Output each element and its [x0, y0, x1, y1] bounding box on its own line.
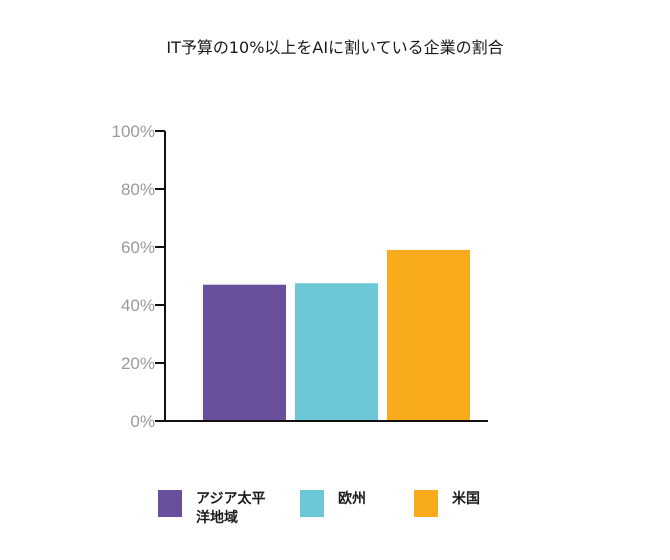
y-tick-label: 100% — [112, 122, 155, 141]
bars — [203, 249, 470, 421]
chart-title: IT予算の10%以上をAIに割いている企業の割合 — [166, 38, 504, 57]
bar-chart: 0% 20% 40% 60% 80% 100% — [112, 122, 488, 431]
legend-label-asia-pacific: アジア太平洋地域 — [196, 491, 266, 526]
legend-label-europe: 欧州 — [338, 491, 366, 507]
y-tick-label: 20% — [121, 354, 155, 373]
legend-label-us: 米国 — [452, 491, 480, 507]
bar — [203, 284, 286, 421]
y-tick-label: 80% — [121, 180, 155, 199]
legend-item-europe: 欧州 — [300, 490, 366, 517]
legend-item-us: 米国 — [414, 490, 480, 517]
y-tick-label: 60% — [121, 238, 155, 257]
legend-swatch-europe — [300, 490, 324, 517]
y-tick-label: 40% — [121, 296, 155, 315]
legend-swatch-asia-pacific — [158, 490, 182, 517]
legend-swatch-us — [414, 490, 438, 517]
legend-item-asia-pacific: アジア太平洋地域 — [158, 490, 266, 528]
bar — [387, 249, 470, 421]
bar — [295, 283, 378, 421]
y-tick-label: 0% — [130, 412, 155, 431]
y-axis-ticks: 0% 20% 40% 60% 80% 100% — [112, 122, 165, 431]
